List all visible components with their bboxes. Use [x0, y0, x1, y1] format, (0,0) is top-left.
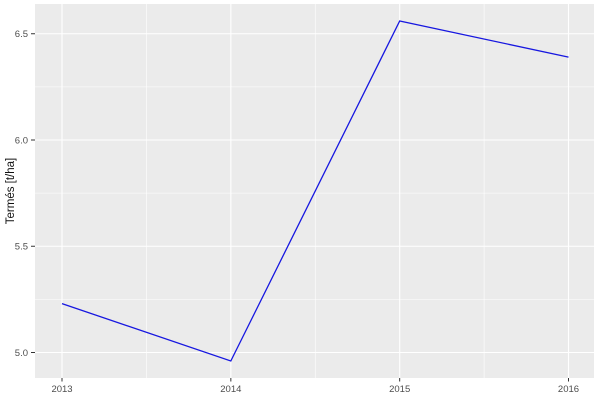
plot-panel: [35, 4, 594, 378]
x-tick-label: 2013: [51, 384, 72, 395]
y-tick-label: 5.5: [15, 242, 28, 253]
y-axis-title: Termés [t/ha]: [5, 157, 17, 225]
series-line: [61, 20, 569, 362]
y-tick-label: 6.5: [15, 29, 28, 40]
y-tick-label: 5.0: [15, 348, 28, 359]
x-tick-label: 2015: [389, 384, 410, 395]
y-tick-label: 6.0: [15, 135, 28, 146]
x-tick-label: 2014: [220, 384, 241, 395]
x-tick-label: 2016: [558, 384, 579, 395]
